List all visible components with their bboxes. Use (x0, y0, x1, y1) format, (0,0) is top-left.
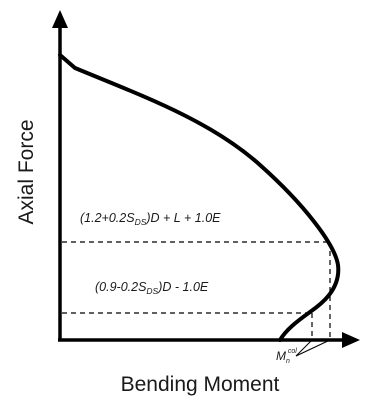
moment-capacity-sup: col (288, 348, 297, 355)
load-combo-lower-rest: )D - 1.0E (156, 280, 209, 294)
moment-capacity-base: M (276, 349, 286, 363)
leader-line-lower (295, 339, 313, 357)
x-axis-label: Bending Moment (121, 373, 280, 396)
load-combo-upper-label: (1.2+0.2SDS)D + L + 1.0E (80, 211, 221, 227)
load-combo-lower-coef: (0.9-0.2S (95, 280, 147, 294)
moment-capacity-label: Mn col (276, 348, 297, 365)
moment-capacity-sub: n (286, 358, 290, 365)
load-combo-upper-sub: DS (135, 217, 147, 227)
leader-line-upper (295, 339, 331, 357)
interaction-curve (58, 53, 341, 342)
x-axis-arrow-icon (342, 332, 360, 348)
load-combo-lower-sub: DS (146, 286, 158, 296)
load-combo-upper-coef: (1.2+0.2S (80, 211, 135, 225)
y-axis-arrow-icon (52, 10, 68, 28)
load-combo-upper-rest: )D + L + 1.0E (144, 211, 221, 225)
load-combo-lower-label: (0.9-0.2SDS)D - 1.0E (95, 280, 209, 296)
y-axis-label: Axial Force (15, 119, 38, 224)
